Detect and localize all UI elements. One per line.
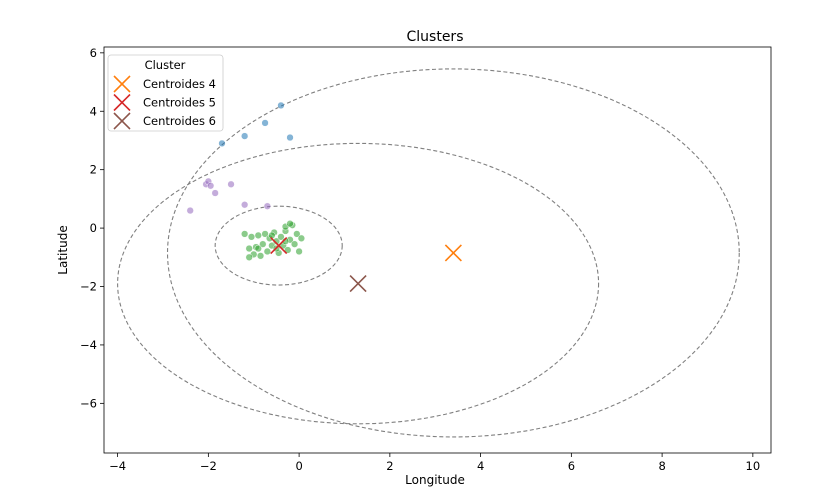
x-axis-ticks: −4 −2 0 2 4 6 8 10 — [109, 453, 760, 473]
cluster-circle — [166, 68, 740, 438]
legend: Cluster Centroides 4 Centroides 5 Centroid… — [107, 54, 224, 132]
data-point — [227, 180, 235, 188]
data-point — [256, 252, 265, 260]
legend-label: Centroides 6 — [143, 114, 216, 128]
x-tick-label: −4 — [109, 459, 126, 473]
data-point — [261, 230, 269, 238]
cluster-circles — [117, 68, 740, 438]
data-points — [186, 101, 306, 261]
x-tick-label: −2 — [200, 459, 217, 473]
data-point — [263, 202, 271, 210]
x-axis-label: Longitude — [405, 473, 465, 487]
legend-marker-icon — [113, 93, 131, 112]
centroid-marker — [270, 237, 288, 255]
plot-area — [117, 68, 740, 438]
x-tick-label: 0 — [295, 459, 302, 473]
y-tick-label: −4 — [80, 338, 97, 352]
legend-label: Centroides 5 — [143, 96, 216, 110]
x-tick-label: 10 — [746, 459, 761, 473]
cluster-circle — [117, 142, 600, 425]
data-point — [286, 133, 294, 142]
cluster-circle — [214, 205, 343, 286]
data-point — [211, 189, 219, 197]
data-point — [245, 253, 253, 261]
y-tick-label: −6 — [80, 396, 97, 410]
data-point — [286, 220, 294, 228]
data-point — [241, 201, 249, 209]
data-point — [254, 231, 262, 240]
centroid-marker — [444, 244, 462, 262]
x-tick-label: 6 — [568, 459, 575, 473]
plot-frame — [103, 46, 772, 454]
data-point — [206, 182, 215, 190]
data-point — [277, 233, 285, 241]
y-tick-label: 0 — [90, 221, 97, 235]
y-tick-label: 4 — [90, 104, 97, 118]
legend-label: Centroides 4 — [143, 77, 216, 91]
legend-box — [107, 54, 224, 132]
x-tick-label: 8 — [658, 459, 665, 473]
x-tick-label: 4 — [477, 459, 484, 473]
data-point — [297, 234, 306, 242]
y-axis-ticks: −6 −4 −2 0 2 4 6 — [80, 46, 104, 410]
data-point — [293, 230, 301, 238]
legend-title: Cluster — [145, 58, 186, 72]
legend-marker-icon — [113, 112, 131, 130]
y-tick-label: 2 — [90, 163, 97, 177]
y-tick-label: 6 — [90, 46, 97, 60]
data-point — [186, 206, 194, 215]
data-point — [241, 132, 249, 140]
data-point — [247, 233, 256, 241]
data-point — [245, 244, 253, 253]
data-point — [261, 119, 269, 127]
data-point — [263, 247, 271, 256]
data-point — [259, 240, 267, 248]
data-point — [241, 230, 249, 238]
legend-marker-icon — [113, 75, 131, 93]
data-point — [272, 237, 281, 245]
data-point — [254, 244, 262, 253]
centroid-markers — [270, 237, 462, 293]
data-point — [290, 240, 299, 248]
chart-title: Clusters — [407, 29, 464, 45]
data-point — [277, 101, 285, 110]
y-tick-label: −2 — [80, 280, 97, 294]
y-axis-label: Latitude — [56, 225, 70, 274]
data-point — [295, 247, 303, 256]
data-point — [218, 139, 226, 148]
centroid-marker — [349, 275, 367, 293]
x-tick-label: 2 — [386, 459, 393, 473]
data-point — [284, 246, 292, 254]
